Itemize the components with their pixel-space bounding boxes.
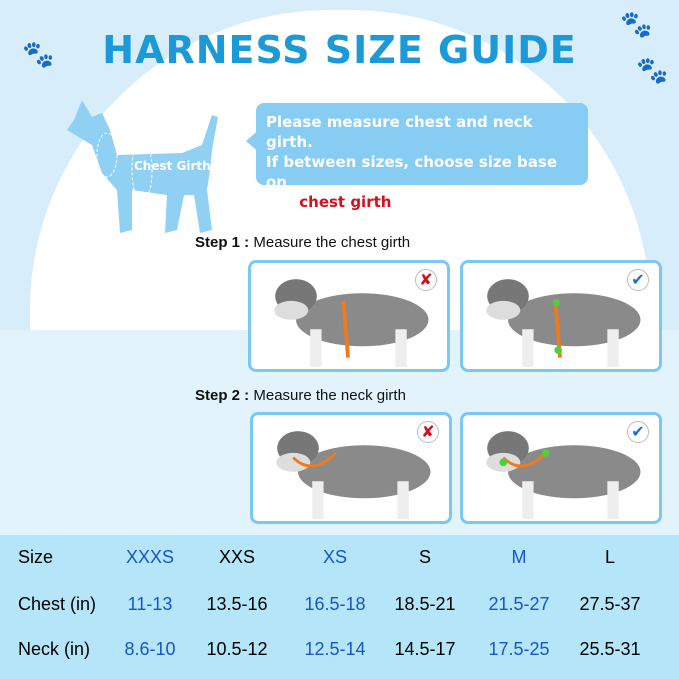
table-cell: 10.5-12 xyxy=(206,639,268,659)
table-cell: XXXS xyxy=(125,547,175,567)
table-cell: 27.5-37 xyxy=(579,594,641,614)
step-1-photo-correct: ✔ xyxy=(460,260,662,372)
note-text: the xyxy=(266,193,300,211)
table-row: Neck (in) 8.6-10 10.5-12 12.5-14 14.5-17 17.5… xyxy=(0,639,679,679)
table-cell: 18.5-21 xyxy=(394,594,456,614)
check-mark-icon: ✔ xyxy=(627,269,649,291)
note-line: If between sizes, choose size base on xyxy=(266,153,557,191)
x-mark-icon: ✘ xyxy=(415,269,437,291)
table-cell: 13.5-16 xyxy=(206,594,268,614)
check-mark-icon: ✔ xyxy=(627,421,649,443)
table-row: Chest (in) 11-13 13.5-16 16.5-18 18.5-21 21.5… xyxy=(0,594,679,634)
instruction-bubble: Please measure chest and neck girth. If … xyxy=(246,103,588,211)
dog-silhouette-icon xyxy=(67,100,218,233)
table-header-row: Size XXXS XXS XS S M L xyxy=(0,547,679,587)
table-cell: 17.5-25 xyxy=(488,639,550,659)
size-table: Size XXXS XXS XS S M L Chest (in) 11-13 13.5-16 1… xyxy=(0,535,679,679)
step-2-heading: Step 2 : Measure the neck girth xyxy=(195,387,406,404)
step-1-photo-wrong: ✘ xyxy=(248,260,450,372)
table-cell: 11-13 xyxy=(127,594,173,614)
table-cell: 12.5-14 xyxy=(304,639,366,659)
row-label: Size xyxy=(18,547,54,567)
row-label: Neck (in) xyxy=(18,639,91,659)
table-cell: L xyxy=(604,547,616,567)
paw-icon: 🐾 xyxy=(22,40,55,70)
table-cell: S xyxy=(418,547,432,567)
highlight-text: chest girth xyxy=(299,193,392,211)
step-text: Measure the neck girth xyxy=(249,387,406,404)
x-mark-icon: ✘ xyxy=(417,421,439,443)
neck-girth-label: Neck Girth xyxy=(132,123,204,137)
note-line: Please measure chest and neck girth. xyxy=(266,113,533,151)
paw-icon: 🐾 xyxy=(620,10,653,40)
paw-icon: 🐾 xyxy=(636,56,669,86)
table-cell: 16.5-18 xyxy=(304,594,366,614)
page-title: HARNESS SIZE GUIDE xyxy=(102,28,577,72)
table-cell: 21.5-27 xyxy=(488,594,550,614)
step-label: Step 2 : xyxy=(195,387,250,404)
chest-girth-label: Chest Girth xyxy=(134,159,211,173)
table-cell: XS xyxy=(322,547,348,567)
row-label: Chest (in) xyxy=(18,594,97,614)
step-text: Measure the chest girth xyxy=(249,234,411,251)
table-cell: M xyxy=(511,547,527,567)
table-cell: 14.5-17 xyxy=(394,639,456,659)
step-label: Step 1 : xyxy=(195,234,250,251)
step-2-photo-wrong: ✘ xyxy=(250,412,452,524)
table-cell: XXS xyxy=(218,547,256,567)
step-1-heading: Step 1 : Measure the chest girth xyxy=(195,234,410,251)
table-cell: 8.6-10 xyxy=(124,639,176,659)
dog-diagram: Neck Girth Chest Girth xyxy=(62,95,237,244)
note-text: . xyxy=(391,193,398,211)
table-cell: 25.5-31 xyxy=(579,639,641,659)
step-2-photo-correct: ✔ xyxy=(460,412,662,524)
